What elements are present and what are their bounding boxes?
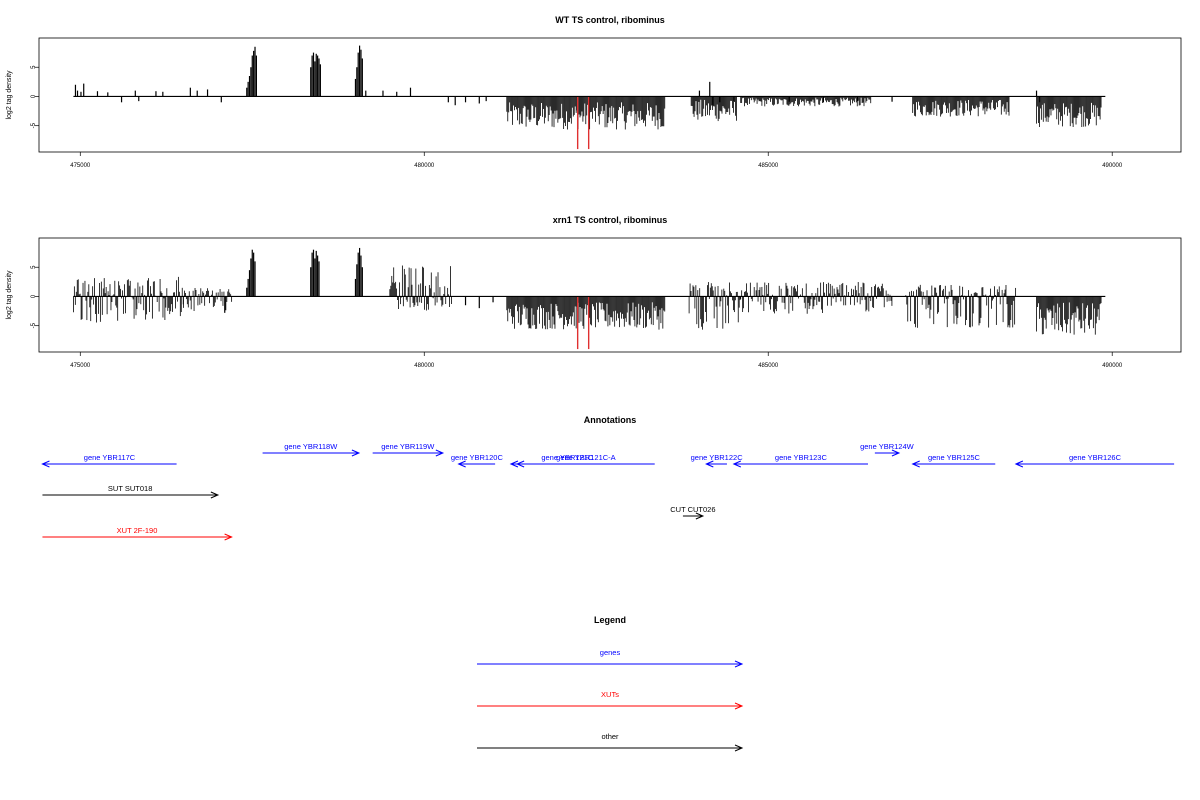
legend-label: genes	[600, 648, 621, 657]
wt-x-tick-label: 490000	[1102, 163, 1123, 169]
xrn1-density-panel: xrn1 TS control, ribominus log2 tag dens…	[6, 215, 1182, 369]
annotation-label: gene YBR121C-A	[556, 453, 615, 462]
wt-x-tick-label: 485000	[758, 163, 779, 169]
annotation-arrow-head	[891, 449, 901, 457]
xrn1-plot-frame	[38, 237, 1182, 353]
annotation-label: gene YBR126C	[1069, 453, 1122, 462]
wt-y-tick-label: 5	[31, 65, 37, 69]
legend-arrow-head	[734, 744, 744, 752]
annotation-arrow-head	[224, 533, 233, 541]
annotation-arrow-head	[509, 460, 519, 468]
annotation-label: gene YBR122C	[691, 453, 744, 462]
annotation-label: SUT SUT018	[108, 484, 152, 493]
annotation-arrow-head	[732, 460, 742, 468]
annotation-arrow-head	[210, 491, 220, 499]
legend-items: genes XUTs other	[477, 648, 744, 752]
annotation-arrow-head	[41, 460, 50, 468]
annotation-label: gene YBR119W	[381, 442, 435, 451]
legend-arrow-head	[734, 702, 744, 710]
annotation-label: CUT CUT026	[670, 505, 715, 514]
annotation-label: gene YBR125C	[928, 453, 981, 462]
legend-title: Legend	[594, 615, 626, 625]
xrn1-x-tick-label: 485000	[758, 363, 779, 369]
annotation-arrows: gene YBR117C gene YBR118W gene YBR119W gene…	[41, 442, 1175, 541]
xrn1-y-tick-label: -5	[31, 322, 37, 328]
legend-arrow-head	[734, 660, 744, 668]
annotation-label: gene YBR120C	[451, 453, 504, 462]
xrn1-chart-title: xrn1 TS control, ribominus	[553, 215, 668, 225]
xrn1-y-tick-label: 0	[31, 294, 37, 298]
xrn1-axes: 5 0 -5 475000 480000 485000 490000	[31, 265, 1123, 369]
xrn1-bars	[72, 247, 1106, 350]
xrn1-x-tick-label: 475000	[70, 363, 91, 369]
annotation-arrow-head	[515, 460, 525, 468]
annotation-arrow-head	[911, 460, 920, 468]
annotation-label: XUT 2F-190	[117, 526, 158, 535]
xrn1-x-tick-label: 490000	[1102, 363, 1123, 369]
wt-axes: 5 0 -5 475000 480000 485000 490000	[31, 65, 1123, 169]
annotation-label: gene YBR117C	[84, 453, 136, 462]
xrn1-y-tick-label: 5	[31, 265, 37, 269]
wt-y-tick-label: -5	[31, 122, 37, 128]
wt-bars	[73, 45, 1106, 150]
wt-chart-title: WT TS control, ribominus	[555, 15, 665, 25]
wt-x-tick-label: 480000	[414, 163, 435, 169]
annotation-label: gene YBR121C	[541, 453, 594, 462]
legend: Legend genes XUTs other	[477, 615, 744, 752]
annotation-label: gene YBR123C	[775, 453, 828, 462]
wt-y-axis-label: log2 tag density	[6, 70, 13, 120]
annotations-title: Annotations	[584, 415, 637, 425]
legend-label: other	[601, 732, 619, 741]
annotation-arrow-head	[351, 449, 361, 457]
wt-x-tick-label: 475000	[70, 163, 91, 169]
annotation-arrow-head	[457, 460, 466, 468]
annotation-arrow-head	[695, 512, 705, 520]
annotation-arrow-head	[1014, 460, 1024, 468]
wt-y-tick-label: 0	[31, 94, 37, 98]
xrn1-y-axis-label: log2 tag density	[6, 270, 13, 320]
wt-plot-frame	[38, 37, 1182, 153]
annotation-arrow-head	[705, 460, 714, 468]
annotation-label: gene YBR124W	[860, 442, 915, 451]
annotation-arrow-head	[435, 449, 445, 457]
legend-label: XUTs	[601, 690, 619, 699]
xrn1-x-tick-label: 480000	[414, 363, 435, 369]
annotation-label: gene YBR118W	[284, 442, 338, 451]
wt-density-panel: WT TS control, ribominus log2 tag densit…	[6, 15, 1182, 169]
